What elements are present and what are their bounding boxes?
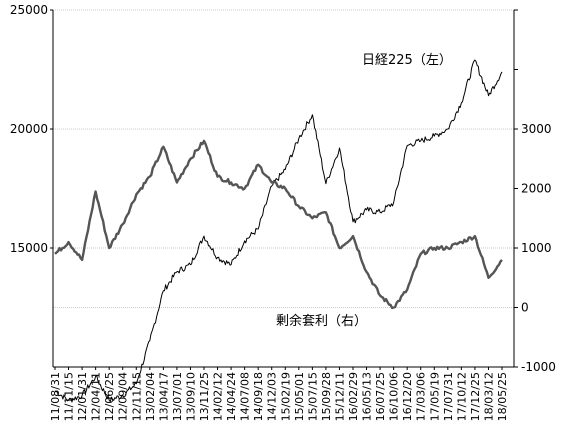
x-tick-label: 11/08/31 <box>49 372 62 421</box>
x-tick-label: 13/02/04 <box>144 372 157 421</box>
right-axis: -1000 0 1000 2000 3000 <box>514 9 556 374</box>
x-tick-label: 16/12/20 <box>401 372 414 421</box>
x-tick-label: 15/09/28 <box>320 372 333 421</box>
x-tick-label: 16/10/06 <box>388 372 401 421</box>
nikkei-line <box>54 59 503 403</box>
x-tick-label: 11/11/15 <box>63 372 76 421</box>
x-tick-label: 12/09/04 <box>117 372 130 421</box>
x-tick-label: 14/04/24 <box>225 372 238 421</box>
series-layer <box>54 59 503 403</box>
spread-line <box>54 139 503 310</box>
right-tick-label: 0 <box>521 301 529 315</box>
x-tick-label: 13/07/01 <box>171 372 184 421</box>
x-tick-label: 15/07/15 <box>306 372 319 421</box>
left-tick-label: 20000 <box>10 122 48 136</box>
x-tick-label: 12/06/25 <box>103 372 116 421</box>
x-tick-label: 14/07/08 <box>239 372 252 421</box>
x-tick-label: 13/11/25 <box>198 372 211 421</box>
left-axis: 15000 20000 25000 <box>10 3 53 255</box>
x-tick-label: 16/05/13 <box>361 372 374 421</box>
x-tick-label: 14/02/12 <box>212 372 225 421</box>
x-tick-label: 17/12/25 <box>469 372 482 421</box>
x-tick-label: 14/09/18 <box>252 372 265 421</box>
x-tick-label: 18/03/12 <box>482 372 495 421</box>
x-tick-label: 18/05/25 <box>496 372 509 421</box>
left-tick-label: 25000 <box>10 3 48 17</box>
x-tick-label: 13/04/17 <box>157 372 170 421</box>
x-axis: 11/08/31 11/11/15 12/01/31 12/04/11 12/06/25… <box>49 367 509 421</box>
right-tick-label: 2000 <box>521 182 552 196</box>
x-tick-label: 17/05/19 <box>428 372 441 421</box>
right-tick-label: 3000 <box>521 122 552 136</box>
right-tick-label: -1000 <box>521 360 556 374</box>
x-tick-label: 15/02/19 <box>279 372 292 421</box>
x-tick-label: 12/04/11 <box>90 372 103 421</box>
nikkei-series-label: 日経225（左） <box>362 53 452 68</box>
x-tick-label: 12/01/31 <box>76 372 89 421</box>
x-tick-label: 12/11/15 <box>130 372 143 421</box>
x-tick-label: 14/12/03 <box>266 372 279 421</box>
x-tick-label: 17/10/12 <box>455 372 468 421</box>
x-tick-label: 13/09/10 <box>184 372 197 421</box>
x-tick-label: 17/07/31 <box>442 372 455 421</box>
right-tick-label: 1000 <box>521 241 552 255</box>
x-tick-label: 15/12/11 <box>333 372 346 421</box>
x-tick-label: 16/02/29 <box>347 372 360 421</box>
x-tick-label: 15/05/01 <box>293 372 306 421</box>
left-tick-label: 15000 <box>10 241 48 255</box>
x-tick-label: 16/07/25 <box>374 372 387 421</box>
x-tick-label: 17/03/06 <box>415 372 428 421</box>
spread-series-label: 剰余套利（右） <box>276 313 367 329</box>
